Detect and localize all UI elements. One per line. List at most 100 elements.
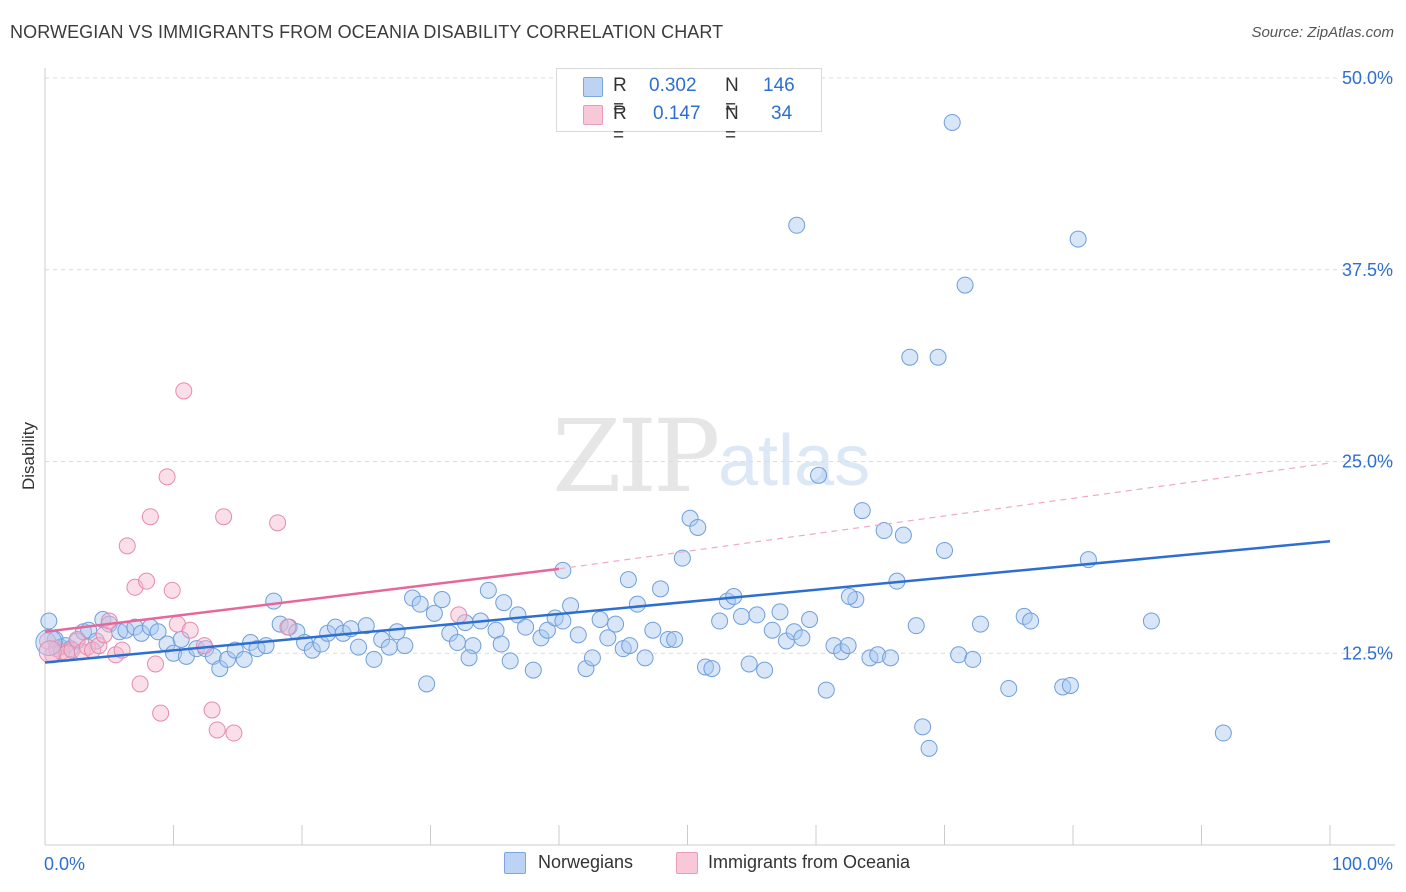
oceania-point	[158, 468, 176, 486]
norwegian-point	[894, 526, 912, 544]
norwegian-point	[817, 681, 835, 699]
norwegian-point	[517, 618, 535, 636]
norwegian-point	[732, 607, 750, 625]
chart-title: NORWEGIAN VS IMMIGRANTS FROM OCEANIA DIS…	[10, 22, 724, 42]
norwegian-point	[901, 348, 919, 366]
norwegian-point	[793, 629, 811, 647]
norwegian-point	[763, 621, 781, 639]
norwegian-point	[460, 649, 478, 667]
norwegian-point	[1069, 230, 1087, 248]
norwegian-point	[644, 621, 662, 639]
norwegian-point	[748, 606, 766, 624]
norwegian-point	[971, 615, 989, 633]
norwegian-point	[226, 641, 244, 659]
oceania-point	[38, 640, 62, 664]
norwegian-point	[126, 618, 144, 636]
norwegian-point	[591, 611, 609, 629]
y-tick-label: 37.5%	[1342, 260, 1393, 280]
norwegian-point	[950, 646, 968, 664]
norwegian-point	[840, 587, 858, 605]
norwegian-point	[869, 646, 887, 664]
norwegian-point	[149, 623, 167, 641]
norwegian-point	[943, 113, 961, 131]
n-label: N =	[725, 103, 739, 146]
norwegian-point	[583, 649, 601, 667]
oceania-point	[118, 537, 136, 555]
norwegian-point	[235, 650, 253, 668]
oceania-point	[225, 724, 243, 742]
norwegian-point	[689, 518, 707, 536]
norwegian-point	[636, 649, 654, 667]
norwegian-point	[666, 630, 684, 648]
norwegian-point	[907, 617, 925, 635]
oceania-trendline	[44, 567, 560, 634]
norwegian-point	[839, 637, 857, 655]
oceania-point	[181, 621, 199, 639]
norwegian-point	[599, 629, 617, 647]
norwegian-point	[350, 638, 368, 656]
pink-swatch-icon	[583, 105, 603, 125]
norwegian-point	[265, 592, 283, 610]
y-tick-label: 25.0%	[1342, 452, 1393, 472]
norwegian-point	[554, 612, 572, 630]
norwegian-point	[882, 649, 900, 667]
oceania-point	[269, 514, 287, 532]
blue-swatch-icon	[583, 77, 603, 97]
x-tick-label: 100.0%	[1332, 854, 1393, 874]
oceania-point	[203, 701, 221, 719]
y-tick-label: 12.5%	[1342, 643, 1393, 663]
norwegian-point	[365, 650, 383, 668]
norwegian-point	[801, 611, 819, 629]
norwegian-point	[619, 571, 637, 589]
norwegian-point	[875, 522, 893, 540]
norwegian-point	[756, 661, 774, 679]
n-value: 146	[763, 75, 795, 96]
norwegian-point	[833, 643, 851, 661]
watermark-zip: ZIP	[552, 398, 720, 515]
norwegian-point	[1000, 680, 1018, 698]
r-value: 0.147	[653, 103, 701, 124]
norwegian-point	[788, 216, 806, 234]
legend-label: Norwegians	[538, 852, 634, 872]
norwegian-trendline	[44, 540, 1331, 664]
norwegian-point	[740, 655, 758, 673]
r-value: 0.302	[649, 75, 697, 96]
norwegian-point	[936, 541, 953, 559]
norwegian-point	[853, 502, 871, 520]
norwegian-point	[501, 652, 519, 670]
oceania-point	[147, 655, 165, 673]
norwegian-point	[303, 641, 321, 659]
oceania-point	[90, 637, 108, 655]
stats-box: R = 0.302 N = 146 R = 0.147 N = 34	[556, 68, 822, 146]
norwegian-point	[554, 561, 572, 579]
norwegian-point	[711, 612, 729, 630]
norwegian-point	[411, 595, 429, 613]
oceania-point	[138, 572, 156, 590]
norwegian-point	[132, 624, 150, 642]
norwegian-point	[577, 660, 595, 678]
norwegian-point	[1061, 676, 1079, 694]
norwegian-point	[673, 549, 691, 567]
norwegian-point	[659, 630, 677, 648]
norwegian-point	[418, 675, 436, 693]
oceania-trendline-extension	[558, 462, 1331, 570]
norwegian-point	[956, 276, 974, 294]
n-value: 34	[771, 103, 793, 124]
norwegian-point	[40, 612, 58, 630]
oceania-point	[215, 508, 233, 526]
norwegian-point	[628, 595, 646, 613]
oceania-point	[163, 581, 181, 599]
y-tick-label: 50.0%	[1342, 68, 1393, 88]
legend-label: Immigrants from Oceania	[708, 852, 911, 872]
pink-swatch-icon	[676, 852, 698, 874]
norwegian-point	[652, 580, 670, 598]
norwegian-point	[1022, 612, 1040, 630]
norwegian-point	[621, 637, 639, 655]
oceania-point	[175, 382, 193, 400]
norwegian-point	[696, 658, 714, 676]
n-label: N =	[725, 75, 739, 118]
oceania-point	[195, 637, 213, 655]
norwegian-point	[492, 635, 510, 653]
norwegian-point	[433, 591, 451, 609]
